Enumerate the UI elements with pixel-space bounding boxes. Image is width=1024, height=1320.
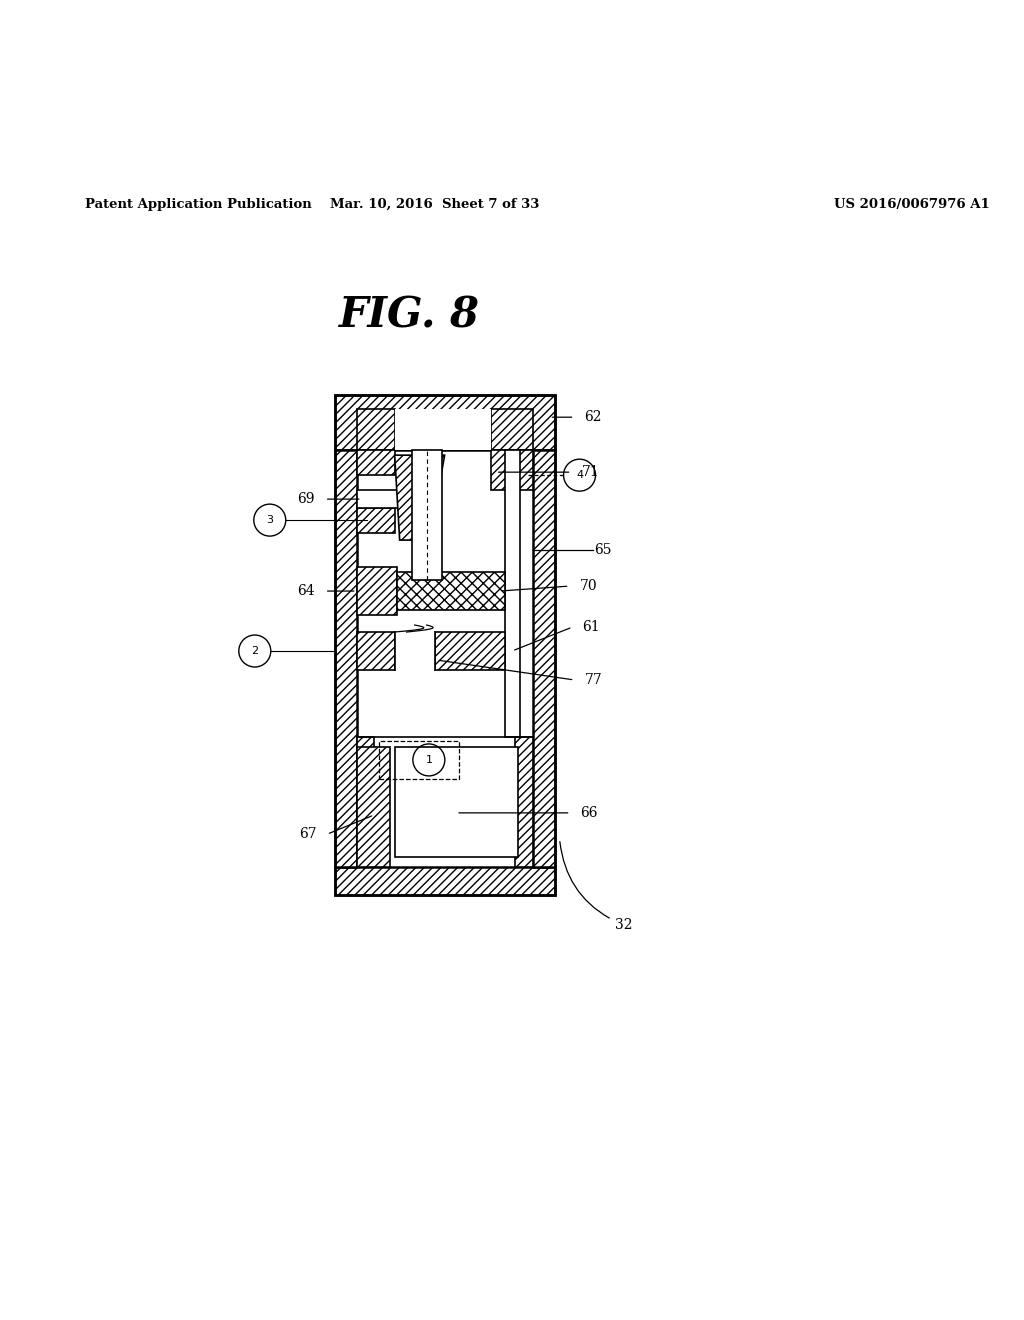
Bar xyxy=(335,395,555,450)
Text: 67: 67 xyxy=(299,828,316,841)
Bar xyxy=(335,450,356,867)
Text: 32: 32 xyxy=(560,842,632,932)
Bar xyxy=(356,490,412,508)
Text: US 2016/0067976 A1: US 2016/0067976 A1 xyxy=(835,198,990,211)
Text: 3: 3 xyxy=(266,515,273,525)
Text: FIG. 8: FIG. 8 xyxy=(339,294,480,337)
Bar xyxy=(356,508,394,533)
Bar xyxy=(505,450,519,737)
Bar xyxy=(412,450,442,579)
Bar xyxy=(356,409,394,450)
Text: Mar. 10, 2016  Sheet 7 of 33: Mar. 10, 2016 Sheet 7 of 33 xyxy=(330,198,540,211)
Bar xyxy=(356,450,394,475)
Bar xyxy=(490,450,532,490)
Text: 64: 64 xyxy=(297,583,314,598)
Bar xyxy=(515,737,532,867)
Bar xyxy=(356,568,396,615)
Text: 62: 62 xyxy=(585,411,602,424)
Bar xyxy=(335,395,555,895)
Text: 71: 71 xyxy=(582,465,599,479)
Bar xyxy=(394,409,490,450)
Text: 4: 4 xyxy=(575,470,583,480)
Bar xyxy=(356,632,394,671)
Text: 70: 70 xyxy=(580,579,597,593)
Bar xyxy=(356,747,390,867)
Text: 77: 77 xyxy=(585,673,602,686)
Text: 65: 65 xyxy=(595,543,612,557)
Text: 1: 1 xyxy=(425,755,432,764)
Text: 61: 61 xyxy=(583,620,600,634)
Bar xyxy=(532,450,555,867)
Text: 66: 66 xyxy=(581,807,598,820)
Text: 2: 2 xyxy=(251,645,258,656)
Polygon shape xyxy=(394,455,444,540)
Bar xyxy=(394,747,517,857)
Bar xyxy=(356,737,375,867)
Text: 69: 69 xyxy=(297,492,314,506)
Bar xyxy=(394,632,434,671)
Text: Patent Application Publication: Patent Application Publication xyxy=(85,198,311,211)
Bar xyxy=(379,741,459,779)
Bar xyxy=(335,867,555,895)
Bar xyxy=(490,409,532,450)
Bar xyxy=(434,632,505,671)
Bar xyxy=(396,572,505,610)
